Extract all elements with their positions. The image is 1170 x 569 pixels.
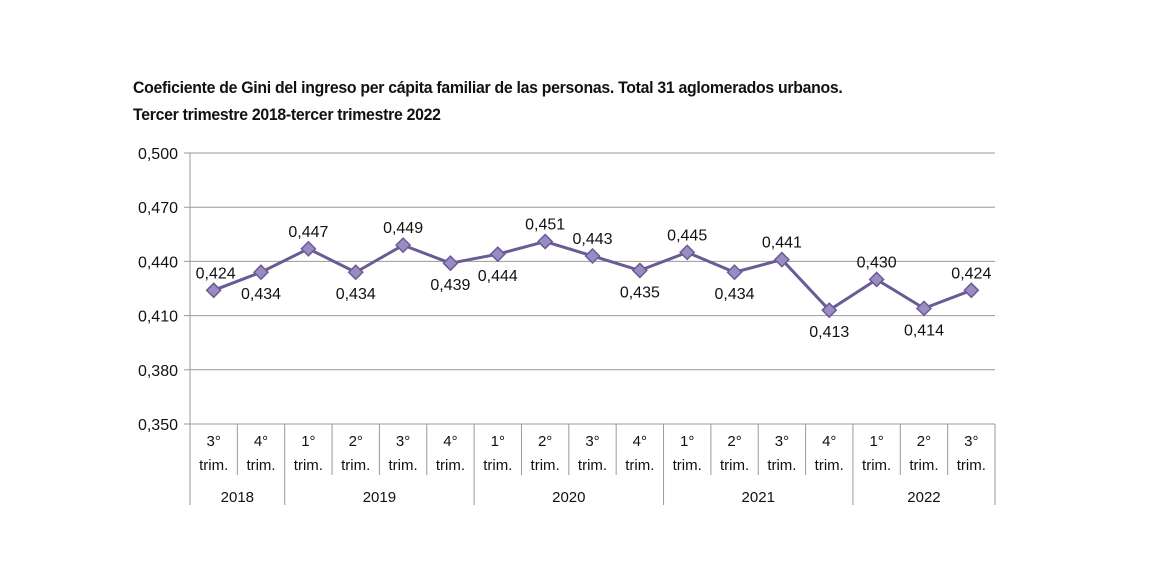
- x-tick-trim: trim.: [483, 457, 512, 474]
- data-label: 0,445: [667, 227, 707, 244]
- x-tick-quarter: 1°: [869, 433, 883, 450]
- x-tick-quarter: 1°: [680, 433, 694, 450]
- x-tick-quarter: 4°: [633, 433, 647, 450]
- x-tick-quarter: 3°: [207, 433, 221, 450]
- data-point: [915, 300, 933, 317]
- data-label: 0,414: [904, 322, 944, 339]
- y-tick-label: 0,350: [138, 417, 178, 434]
- x-tick-trim: trim.: [294, 457, 323, 474]
- data-label: 0,434: [715, 286, 755, 303]
- chart-title: Coeficiente de Gini del ingreso per cápi…: [133, 74, 843, 128]
- data-label: 0,434: [241, 286, 281, 303]
- x-tick-trim: trim.: [767, 457, 796, 474]
- data-label: 0,434: [336, 286, 376, 303]
- data-point: [631, 262, 648, 279]
- x-tick-trim: trim.: [531, 457, 560, 474]
- data-label: 0,441: [762, 235, 802, 252]
- data-point: [395, 237, 412, 254]
- x-tick-quarter: 1°: [491, 433, 505, 450]
- x-tick-quarter: 2°: [538, 433, 552, 450]
- data-point: [442, 255, 459, 272]
- data-label: 0,439: [430, 277, 470, 294]
- x-tick-quarter: 1°: [301, 433, 315, 450]
- data-point: [726, 264, 743, 281]
- x-tick-trim: trim.: [673, 457, 702, 474]
- x-tick-trim: trim.: [246, 457, 275, 474]
- data-label: 0,449: [383, 220, 423, 237]
- x-year-label: 2021: [742, 489, 775, 506]
- x-year-label: 2022: [907, 489, 940, 506]
- y-tick-label: 0,410: [138, 309, 178, 326]
- x-year-label: 2019: [363, 489, 396, 506]
- data-label: 0,435: [620, 284, 660, 301]
- data-point: [300, 240, 317, 257]
- x-tick-quarter: 3°: [585, 433, 599, 450]
- y-tick-label: 0,440: [138, 254, 178, 271]
- x-tick-quarter: 3°: [396, 433, 410, 450]
- x-tick-quarter: 4°: [254, 433, 268, 450]
- data-point: [679, 244, 696, 261]
- x-tick-trim: trim.: [815, 457, 844, 474]
- data-label: 0,430: [857, 254, 897, 271]
- data-point: [773, 251, 790, 268]
- data-point: [347, 264, 364, 281]
- x-tick-quarter: 4°: [443, 433, 457, 450]
- x-tick-quarter: 3°: [964, 433, 978, 450]
- data-point: [205, 282, 222, 299]
- x-tick-trim: trim.: [957, 457, 986, 474]
- data-label: 0,443: [572, 231, 612, 248]
- data-label: 0,424: [951, 265, 991, 282]
- data-label: 0,451: [525, 217, 565, 234]
- data-point: [868, 271, 885, 288]
- data-label: 0,447: [288, 224, 328, 241]
- x-tick-trim: trim.: [578, 457, 607, 474]
- data-point: [252, 264, 270, 281]
- x-tick-quarter: 2°: [917, 433, 931, 450]
- x-tick-trim: trim.: [720, 457, 749, 474]
- x-year-label: 2020: [552, 489, 585, 506]
- y-tick-label: 0,470: [138, 200, 178, 217]
- x-tick-trim: trim.: [625, 457, 654, 474]
- y-tick-label: 0,500: [138, 146, 178, 163]
- data-point: [963, 282, 980, 299]
- x-tick-quarter: 3°: [775, 433, 789, 450]
- data-label: 0,444: [478, 268, 518, 285]
- x-tick-trim: trim.: [436, 457, 465, 474]
- data-point: [584, 247, 601, 265]
- x-tick-trim: trim.: [909, 457, 938, 474]
- x-tick-trim: trim.: [862, 457, 891, 474]
- x-year-label: 2018: [221, 489, 254, 506]
- x-tick-trim: trim.: [389, 457, 418, 474]
- x-tick-quarter: 2°: [727, 433, 741, 450]
- data-label: 0,413: [809, 324, 849, 341]
- x-tick-trim: trim.: [341, 457, 370, 474]
- x-tick-trim: trim.: [199, 457, 228, 474]
- data-point: [821, 302, 838, 319]
- data-label: 0,424: [196, 265, 236, 282]
- chart-subtitle: Tercer trimestre 2018-tercer trimestre 2…: [133, 105, 441, 124]
- data-point: [489, 246, 506, 263]
- x-tick-quarter: 4°: [822, 433, 836, 450]
- chart-title-line: Coeficiente de Gini del ingreso per cápi…: [133, 78, 843, 97]
- data-point: [537, 233, 554, 250]
- y-tick-label: 0,380: [138, 363, 178, 380]
- x-tick-quarter: 2°: [349, 433, 363, 450]
